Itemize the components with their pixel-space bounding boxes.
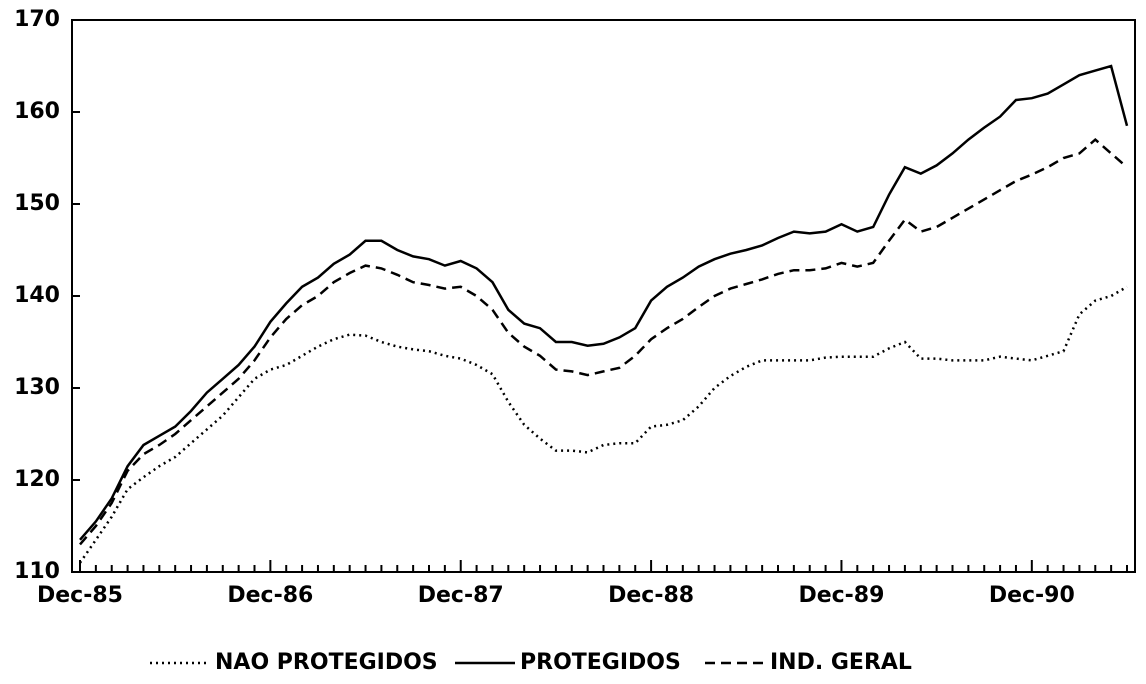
x-tick-label: Dec-85 bbox=[37, 583, 123, 608]
series-line bbox=[78, 285, 1128, 564]
x-tick-label: Dec-86 bbox=[227, 583, 313, 608]
x-tick-label: Dec-90 bbox=[989, 583, 1075, 608]
legend-label: PROTEGIDOS bbox=[520, 650, 681, 675]
y-tick-label: 160 bbox=[14, 99, 60, 124]
plot-frame bbox=[71, 19, 1136, 573]
series-line bbox=[79, 137, 1128, 546]
x-tick-label: Dec-88 bbox=[608, 583, 694, 608]
y-tick-label: 150 bbox=[14, 191, 60, 216]
y-tick-label: 170 bbox=[14, 7, 60, 32]
x-tick-label: Dec-87 bbox=[418, 583, 504, 608]
legend-label: NAO PROTEGIDOS bbox=[215, 650, 438, 675]
legend-label: IND. GERAL bbox=[770, 650, 912, 675]
series-line bbox=[79, 64, 1129, 541]
y-tick-label: 130 bbox=[14, 375, 60, 400]
y-tick-label: 110 bbox=[14, 559, 60, 584]
y-tick-label: 120 bbox=[14, 467, 60, 492]
y-tick-label: 140 bbox=[14, 283, 60, 308]
x-tick-label: Dec-89 bbox=[798, 583, 884, 608]
